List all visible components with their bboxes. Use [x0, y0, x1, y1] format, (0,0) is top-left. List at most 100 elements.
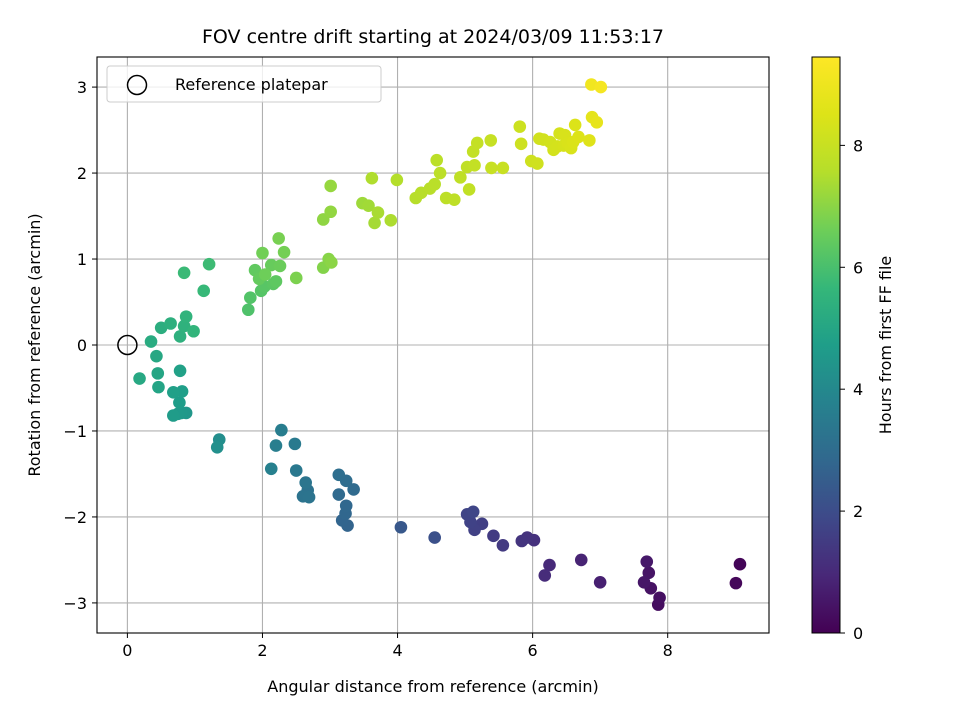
data-point	[430, 153, 444, 167]
data-point	[144, 335, 158, 348]
y-axis: −3 −2 −1 0 1 2 3	[63, 78, 97, 613]
colorbar-tick-label: 6	[853, 258, 863, 277]
legend-box	[106, 65, 382, 103]
data-point	[466, 505, 480, 519]
data-point	[173, 396, 186, 409]
data-point	[583, 134, 596, 147]
data-point	[574, 553, 588, 567]
data-point	[173, 364, 187, 378]
data-point	[470, 136, 484, 150]
data-point	[590, 116, 604, 129]
y-tick-label: 3	[77, 78, 87, 97]
data-point	[371, 206, 385, 219]
data-point	[487, 529, 500, 543]
data-point	[324, 205, 337, 219]
chart-title: FOV centre drift starting at 2024/03/09 …	[202, 26, 664, 48]
data-point	[637, 575, 651, 589]
data-point	[594, 80, 608, 94]
data-point	[150, 349, 163, 363]
data-point	[289, 271, 303, 285]
data-point	[365, 171, 379, 185]
data-point	[210, 441, 224, 454]
data-point	[585, 78, 598, 91]
data-point	[244, 291, 257, 305]
data-point	[347, 483, 360, 496]
x-tick-label: 8	[663, 641, 673, 660]
data-point	[593, 575, 607, 589]
data-point	[514, 137, 528, 151]
data-point	[653, 591, 666, 605]
data-point	[241, 303, 255, 317]
data-point	[264, 462, 278, 476]
colorbar-tick-label: 2	[853, 502, 863, 521]
data-point	[496, 539, 510, 552]
data-point	[339, 499, 353, 513]
x-tick-label: 4	[392, 641, 402, 660]
legend-marker-icon	[126, 74, 148, 96]
data-point	[299, 476, 312, 489]
data-point	[173, 330, 187, 343]
data-point	[289, 464, 303, 477]
y-tick-label: 0	[77, 336, 87, 355]
legend: Reference platepar	[106, 65, 382, 103]
data-point	[428, 177, 441, 191]
data-point	[288, 437, 302, 451]
data-point	[733, 557, 747, 571]
grid	[97, 57, 769, 633]
data-point	[462, 183, 476, 196]
colorbar-gradient	[811, 56, 841, 634]
data-point	[531, 157, 544, 170]
data-point	[256, 246, 269, 260]
colorbar-tick-label: 8	[853, 136, 863, 155]
data-point	[332, 488, 346, 501]
data-point	[513, 120, 527, 133]
data-point	[332, 468, 346, 482]
data-point	[394, 520, 408, 534]
data-point	[538, 569, 552, 582]
data-point	[642, 566, 656, 580]
data-point	[568, 118, 582, 132]
data-point	[177, 266, 191, 280]
data-point	[179, 310, 193, 323]
data-point	[167, 409, 180, 422]
data-point	[572, 130, 585, 144]
data-point	[164, 317, 177, 330]
colorbar-tick-label: 0	[853, 624, 863, 643]
x-tick-label: 0	[122, 641, 132, 660]
y-tick-label: −2	[63, 508, 87, 527]
data-point	[152, 380, 165, 394]
scatter-points	[133, 78, 747, 611]
data-point	[273, 259, 287, 273]
data-point	[368, 216, 381, 230]
data-point	[496, 161, 510, 175]
data-point	[390, 173, 404, 187]
data-point	[447, 193, 461, 207]
data-point	[167, 385, 180, 399]
data-point	[433, 166, 447, 180]
legend-label: Reference platepar	[175, 75, 328, 94]
data-point	[485, 161, 498, 175]
data-point	[324, 179, 337, 193]
data-point	[277, 245, 291, 259]
data-point	[640, 555, 654, 568]
y-tick-label: 1	[77, 250, 87, 269]
data-point	[384, 214, 398, 227]
colorbar: 0 2 4 6 8 Hours from first FF file	[811, 56, 895, 643]
x-tick-label: 6	[528, 641, 538, 660]
data-point	[454, 171, 467, 184]
data-point	[729, 576, 743, 590]
data-point	[272, 232, 285, 245]
colorbar-label: Hours from first FF file	[876, 256, 895, 435]
data-point	[151, 367, 165, 380]
colorbar-tick-label: 4	[853, 380, 863, 399]
data-point	[362, 199, 375, 213]
y-tick-label: −3	[63, 594, 87, 613]
y-tick-label: 2	[77, 164, 87, 183]
x-axis-label: Angular distance from reference (arcmin)	[267, 677, 598, 696]
data-point	[269, 275, 283, 288]
data-point	[197, 284, 211, 298]
data-point	[154, 321, 168, 335]
data-point	[325, 256, 338, 269]
data-point	[187, 324, 200, 338]
